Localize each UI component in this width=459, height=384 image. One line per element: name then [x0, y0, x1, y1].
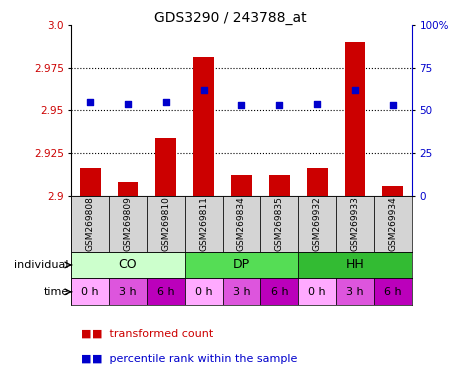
Bar — [373, 196, 411, 252]
Bar — [193, 58, 213, 196]
Bar — [260, 196, 297, 252]
Bar — [381, 185, 402, 196]
Point — [388, 102, 396, 108]
Bar — [155, 138, 176, 196]
Bar — [306, 169, 327, 196]
Bar — [71, 196, 109, 252]
Bar — [71, 278, 109, 305]
Text: GSM269808: GSM269808 — [85, 196, 95, 251]
Bar — [222, 196, 260, 252]
Text: HH: HH — [345, 258, 364, 271]
Bar — [109, 196, 146, 252]
Point — [313, 101, 320, 107]
Text: 3 h: 3 h — [346, 287, 363, 297]
Bar — [373, 278, 411, 305]
Point — [351, 87, 358, 93]
Text: GSM269809: GSM269809 — [123, 196, 132, 251]
Bar — [230, 175, 252, 196]
Bar — [71, 252, 185, 278]
Text: GSM269932: GSM269932 — [312, 196, 321, 251]
Text: GSM269835: GSM269835 — [274, 196, 283, 251]
Point — [162, 99, 169, 105]
Text: individual: individual — [15, 260, 69, 270]
Bar — [297, 252, 411, 278]
Bar — [118, 182, 138, 196]
Point — [237, 102, 245, 108]
Text: GSM269934: GSM269934 — [387, 196, 397, 251]
Bar — [344, 42, 364, 196]
Text: ■  transformed count: ■ transformed count — [92, 329, 213, 339]
Text: 6 h: 6 h — [383, 287, 401, 297]
Text: GDS3290 / 243788_at: GDS3290 / 243788_at — [153, 11, 306, 25]
Bar — [80, 169, 101, 196]
Text: GSM269811: GSM269811 — [199, 196, 208, 251]
Text: time: time — [44, 287, 69, 297]
Bar — [185, 252, 297, 278]
Point — [275, 102, 282, 108]
Text: GSM269834: GSM269834 — [236, 196, 246, 251]
Text: ■: ■ — [80, 329, 91, 339]
Text: 0 h: 0 h — [195, 287, 212, 297]
Text: 3 h: 3 h — [232, 287, 250, 297]
Text: ■: ■ — [80, 354, 91, 364]
Text: GSM269933: GSM269933 — [350, 196, 358, 251]
Text: 6 h: 6 h — [157, 287, 174, 297]
Text: CO: CO — [118, 258, 137, 271]
Bar — [269, 175, 289, 196]
Bar — [185, 196, 222, 252]
Bar — [146, 278, 185, 305]
Text: ■  percentile rank within the sample: ■ percentile rank within the sample — [92, 354, 297, 364]
Bar — [336, 278, 373, 305]
Text: 6 h: 6 h — [270, 287, 287, 297]
Text: 0 h: 0 h — [81, 287, 99, 297]
Text: 0 h: 0 h — [308, 287, 325, 297]
Bar — [146, 196, 185, 252]
Bar — [109, 278, 146, 305]
Point — [200, 87, 207, 93]
Bar — [222, 278, 260, 305]
Bar — [260, 278, 297, 305]
Text: 3 h: 3 h — [119, 287, 136, 297]
Point — [124, 101, 131, 107]
Bar — [185, 278, 222, 305]
Bar — [336, 196, 373, 252]
Text: DP: DP — [232, 258, 250, 271]
Bar — [297, 278, 336, 305]
Text: GSM269810: GSM269810 — [161, 196, 170, 251]
Bar — [297, 196, 336, 252]
Point — [86, 99, 94, 105]
